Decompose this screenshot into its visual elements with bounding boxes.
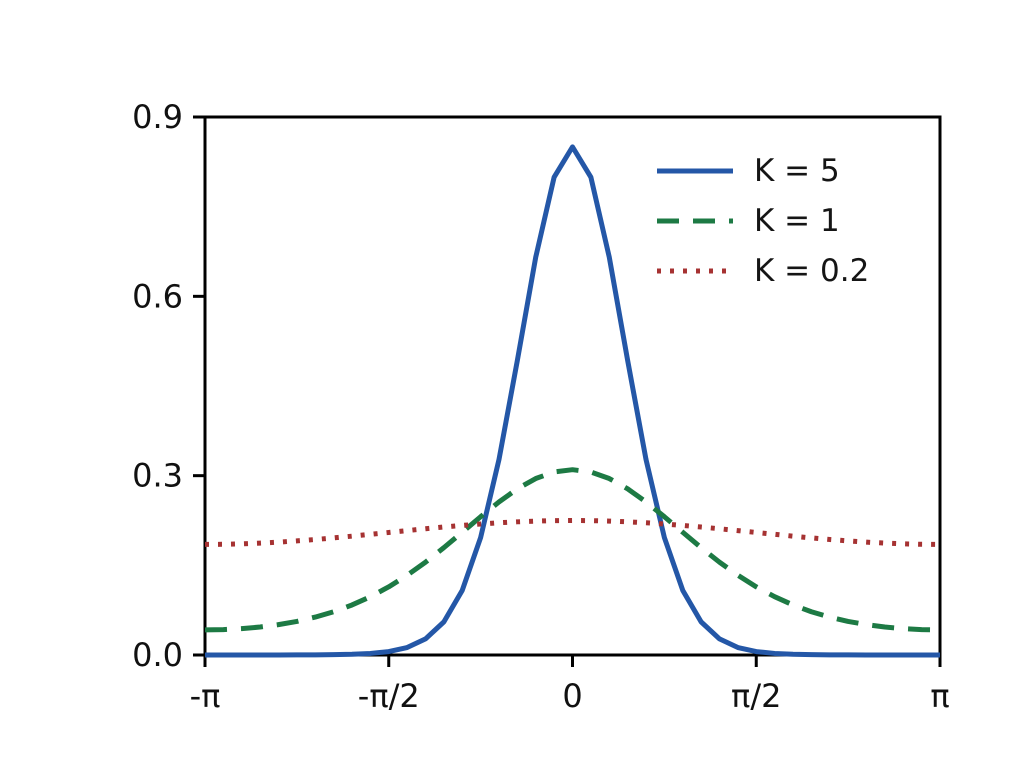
- y-tick-label: 0.3: [132, 457, 183, 495]
- legend-line-dashed-icon: [657, 218, 733, 224]
- legend-item-k5: K = 5: [656, 146, 869, 196]
- legend-label-k1: K = 1: [754, 203, 840, 239]
- x-tick-label: 0: [562, 677, 582, 715]
- legend-label-k02: K = 0.2: [754, 253, 870, 289]
- legend-line-dotted-icon: [657, 268, 733, 274]
- legend: K = 5 K = 1 K = 0.2: [656, 146, 869, 296]
- x-tick-label: -π/2: [358, 677, 420, 715]
- legend-label-k5: K = 5: [754, 153, 840, 189]
- curve-k-1: [204, 467, 941, 633]
- legend-item-k02: K = 0.2: [656, 246, 869, 296]
- x-tick-label: π: [930, 677, 949, 715]
- y-tick-label: 0.9: [132, 98, 183, 136]
- y-tick-label: 0.6: [132, 277, 183, 315]
- legend-line-solid-icon: [657, 168, 733, 174]
- curve-k-0.2: [204, 518, 941, 547]
- x-tick-label: π/2: [731, 677, 781, 715]
- y-tick-label: 0.0: [132, 636, 183, 674]
- x-tick-label: -π: [190, 677, 221, 715]
- curve-k-5: [204, 144, 941, 658]
- legend-item-k1: K = 1: [656, 196, 869, 246]
